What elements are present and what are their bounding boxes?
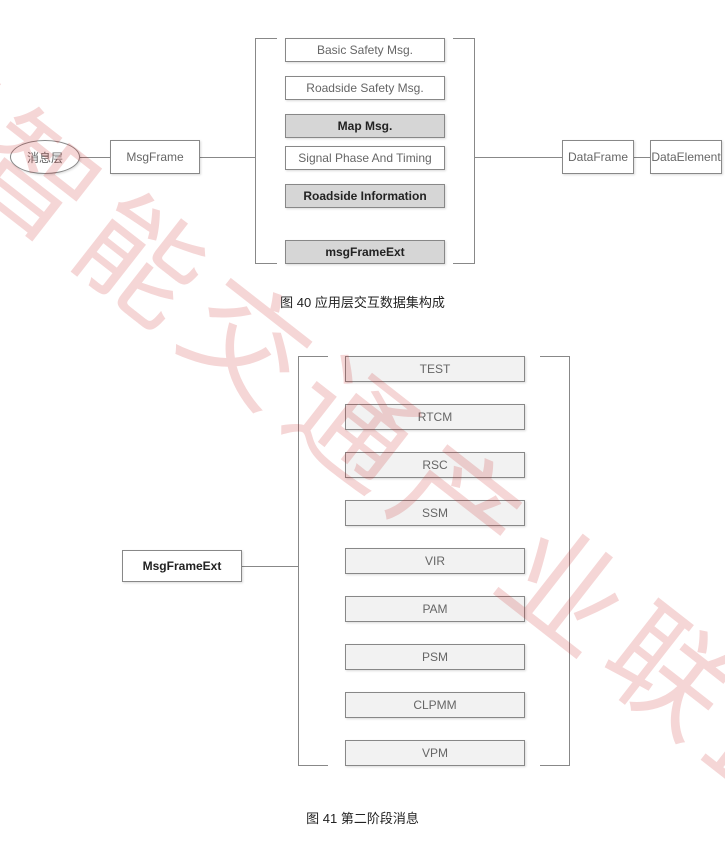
fig40-caption: 图 40 应用层交互数据集构成: [0, 292, 725, 311]
fig40-item-box: Map Msg.: [285, 114, 445, 138]
fig40-dataframe-box: DataFrame: [562, 140, 634, 174]
fig40-msgframe-box: MsgFrame: [110, 140, 200, 174]
fig41-item-box: VPM: [345, 740, 525, 766]
fig40-msgframe-label: MsgFrame: [126, 150, 183, 164]
fig40-item-label: Signal Phase And Timing: [298, 151, 431, 165]
fig41-item-label: CLPMM: [413, 698, 456, 712]
fig40-line-ell-msg: [80, 157, 110, 158]
fig41-item-box: RSC: [345, 452, 525, 478]
fig41-item-box: RTCM: [345, 404, 525, 430]
fig40-line-brr-df: [475, 157, 562, 158]
fig40-item-box: msgFrameExt: [285, 240, 445, 264]
fig40-item-label: Roadside Safety Msg.: [306, 81, 423, 95]
fig41-item-label: TEST: [420, 362, 451, 376]
fig41-item-box: VIR: [345, 548, 525, 574]
fig41-line-ext-br: [242, 566, 298, 567]
fig40-ellipse: 消息层: [10, 140, 80, 174]
fig40-item-label: Basic Safety Msg.: [317, 43, 413, 57]
fig41-item-box: TEST: [345, 356, 525, 382]
fig41-item-box: PAM: [345, 596, 525, 622]
fig40-bracket-right: [453, 38, 475, 264]
fig40-item-box: Signal Phase And Timing: [285, 146, 445, 170]
fig41-caption: 图 41 第二阶段消息: [0, 808, 725, 827]
fig41-item-label: SSM: [422, 506, 448, 520]
fig40-item-label: Map Msg.: [338, 119, 393, 133]
fig41-item-label: PSM: [422, 650, 448, 664]
fig41-bracket-left: [298, 356, 328, 766]
fig41-bracket-right: [540, 356, 570, 766]
fig40-dataelement-label: DataElement: [651, 150, 720, 164]
fig41-item-box: CLPMM: [345, 692, 525, 718]
fig41-item-label: VPM: [422, 746, 448, 760]
fig41-item-box: SSM: [345, 500, 525, 526]
fig41-msgframeext-box: MsgFrameExt: [122, 550, 242, 582]
fig40-line-df-de: [634, 157, 650, 158]
fig40-ellipse-label: 消息层: [27, 149, 63, 166]
fig40-dataelement-box: DataElement: [650, 140, 722, 174]
fig41-item-label: RTCM: [418, 410, 452, 424]
fig41-msgframeext-label: MsgFrameExt: [143, 559, 222, 573]
fig40-item-label: Roadside Information: [303, 189, 426, 203]
fig40-bracket-left: [255, 38, 277, 264]
fig41-item-label: RSC: [422, 458, 447, 472]
fig40-dataframe-label: DataFrame: [568, 150, 628, 164]
fig40-item-label: msgFrameExt: [325, 245, 404, 259]
fig40-item-box: Basic Safety Msg.: [285, 38, 445, 62]
fig41-item-box: PSM: [345, 644, 525, 670]
fig40-item-box: Roadside Information: [285, 184, 445, 208]
fig40-line-msg-brl: [200, 157, 255, 158]
fig41-item-label: VIR: [425, 554, 445, 568]
fig40-item-box: Roadside Safety Msg.: [285, 76, 445, 100]
fig41-item-label: PAM: [422, 602, 447, 616]
